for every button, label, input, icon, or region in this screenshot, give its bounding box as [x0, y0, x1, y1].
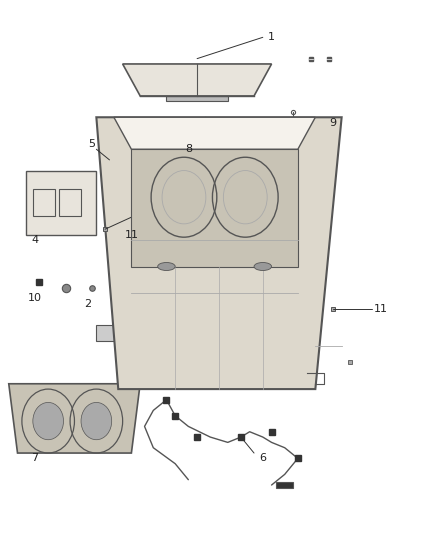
Ellipse shape: [158, 263, 175, 271]
Circle shape: [33, 402, 64, 440]
Ellipse shape: [254, 263, 272, 271]
Polygon shape: [101, 160, 131, 181]
Polygon shape: [166, 96, 228, 101]
Text: 9: 9: [329, 118, 336, 127]
Text: 11: 11: [124, 230, 138, 239]
Text: 7: 7: [32, 454, 39, 463]
Polygon shape: [26, 171, 96, 235]
Polygon shape: [276, 482, 293, 488]
Text: 2: 2: [84, 299, 91, 309]
Polygon shape: [96, 325, 166, 341]
Text: 5: 5: [88, 139, 95, 149]
Polygon shape: [131, 149, 298, 266]
Circle shape: [81, 402, 112, 440]
Text: 11: 11: [374, 304, 388, 314]
Polygon shape: [123, 64, 272, 96]
Polygon shape: [9, 384, 140, 453]
Text: 1: 1: [268, 33, 275, 42]
Text: 10: 10: [28, 294, 42, 303]
Polygon shape: [114, 117, 315, 149]
Polygon shape: [96, 117, 342, 389]
Text: 4: 4: [32, 235, 39, 245]
Text: 8: 8: [185, 144, 192, 154]
Text: 6: 6: [259, 454, 266, 463]
